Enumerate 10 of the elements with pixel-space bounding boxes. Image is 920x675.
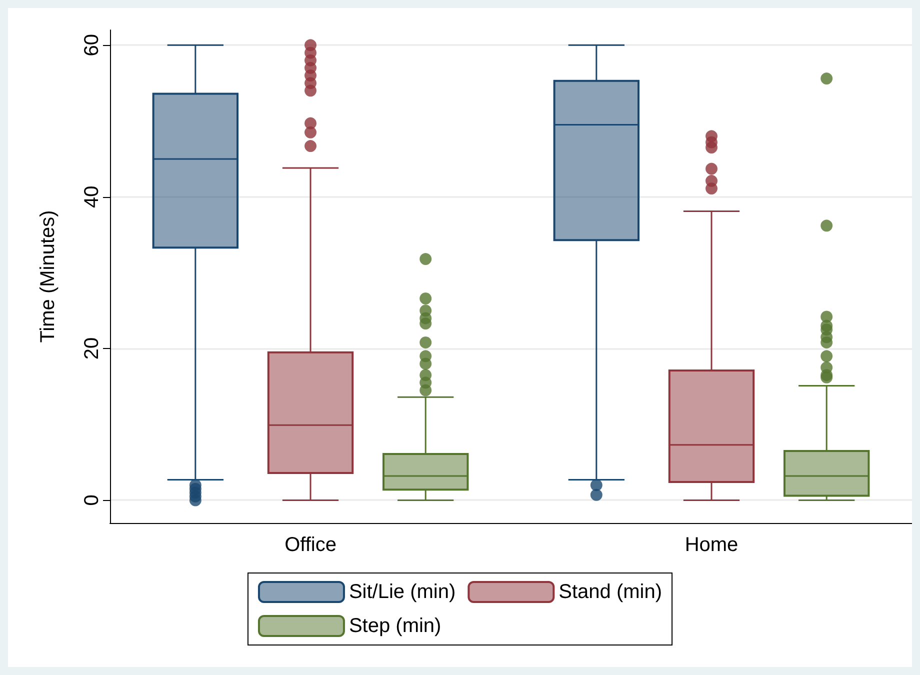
legend-label: Step (min)	[348, 615, 442, 637]
legend-label: Sit/Lie (min)	[348, 581, 456, 603]
y-axis-title: Time (Minutes)	[37, 210, 59, 343]
y-tick-label: 0	[81, 494, 103, 506]
y-tick-label: 20	[81, 337, 103, 360]
y-tick-label: 60	[81, 34, 103, 56]
legend-label: Stand (min)	[558, 581, 662, 603]
x-tick-label: Office	[284, 534, 336, 556]
x-tick-label: Home	[684, 534, 738, 556]
y-tick-label: 40	[81, 186, 103, 208]
